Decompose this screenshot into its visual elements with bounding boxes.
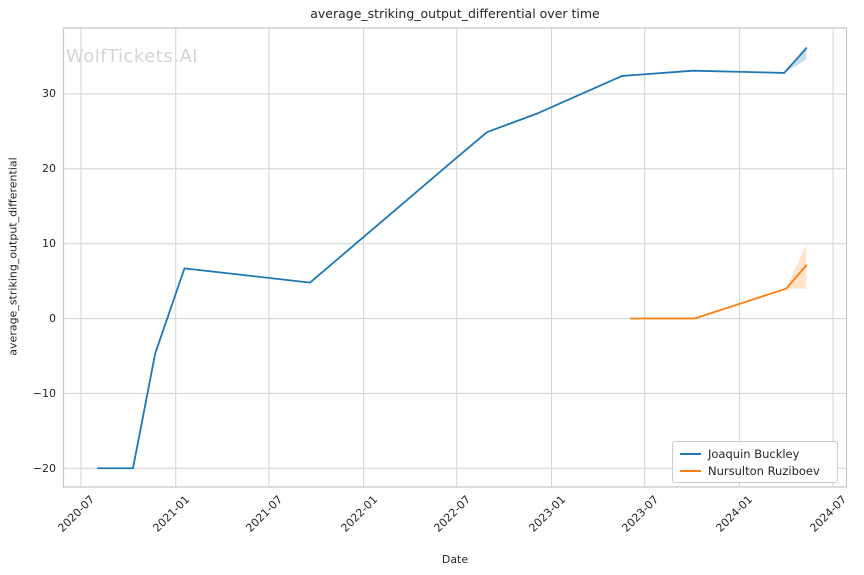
y-tick-label: 30 — [42, 87, 56, 101]
legend-item: Nursulton Ruziboev — [680, 464, 829, 478]
legend-line-swatch — [680, 469, 701, 472]
plot-border — [62, 27, 848, 488]
legend-line-swatch — [680, 452, 701, 455]
series-line — [97, 47, 808, 470]
legend-label: Nursulton Ruziboev — [708, 463, 820, 478]
y-tick-label: 10 — [42, 237, 56, 251]
series-line — [629, 264, 808, 320]
y-tick-label: −20 — [32, 461, 56, 475]
y-tick-label: −10 — [32, 386, 56, 400]
confidence-band — [786, 244, 807, 289]
legend-item: Joaquin Buckley — [680, 447, 829, 461]
x-axis-label: Date — [441, 553, 469, 566]
confidence-band — [784, 45, 807, 73]
legend-label: Joaquin Buckley — [708, 446, 800, 461]
y-tick-label: 0 — [49, 312, 56, 326]
chart-title: average_striking_output_differential ove… — [310, 6, 600, 21]
y-tick-label: 20 — [42, 162, 56, 176]
legend: Joaquin Buckley Nursulton Ruziboev — [672, 441, 838, 483]
watermark: WolfTickets.AI — [66, 46, 199, 67]
